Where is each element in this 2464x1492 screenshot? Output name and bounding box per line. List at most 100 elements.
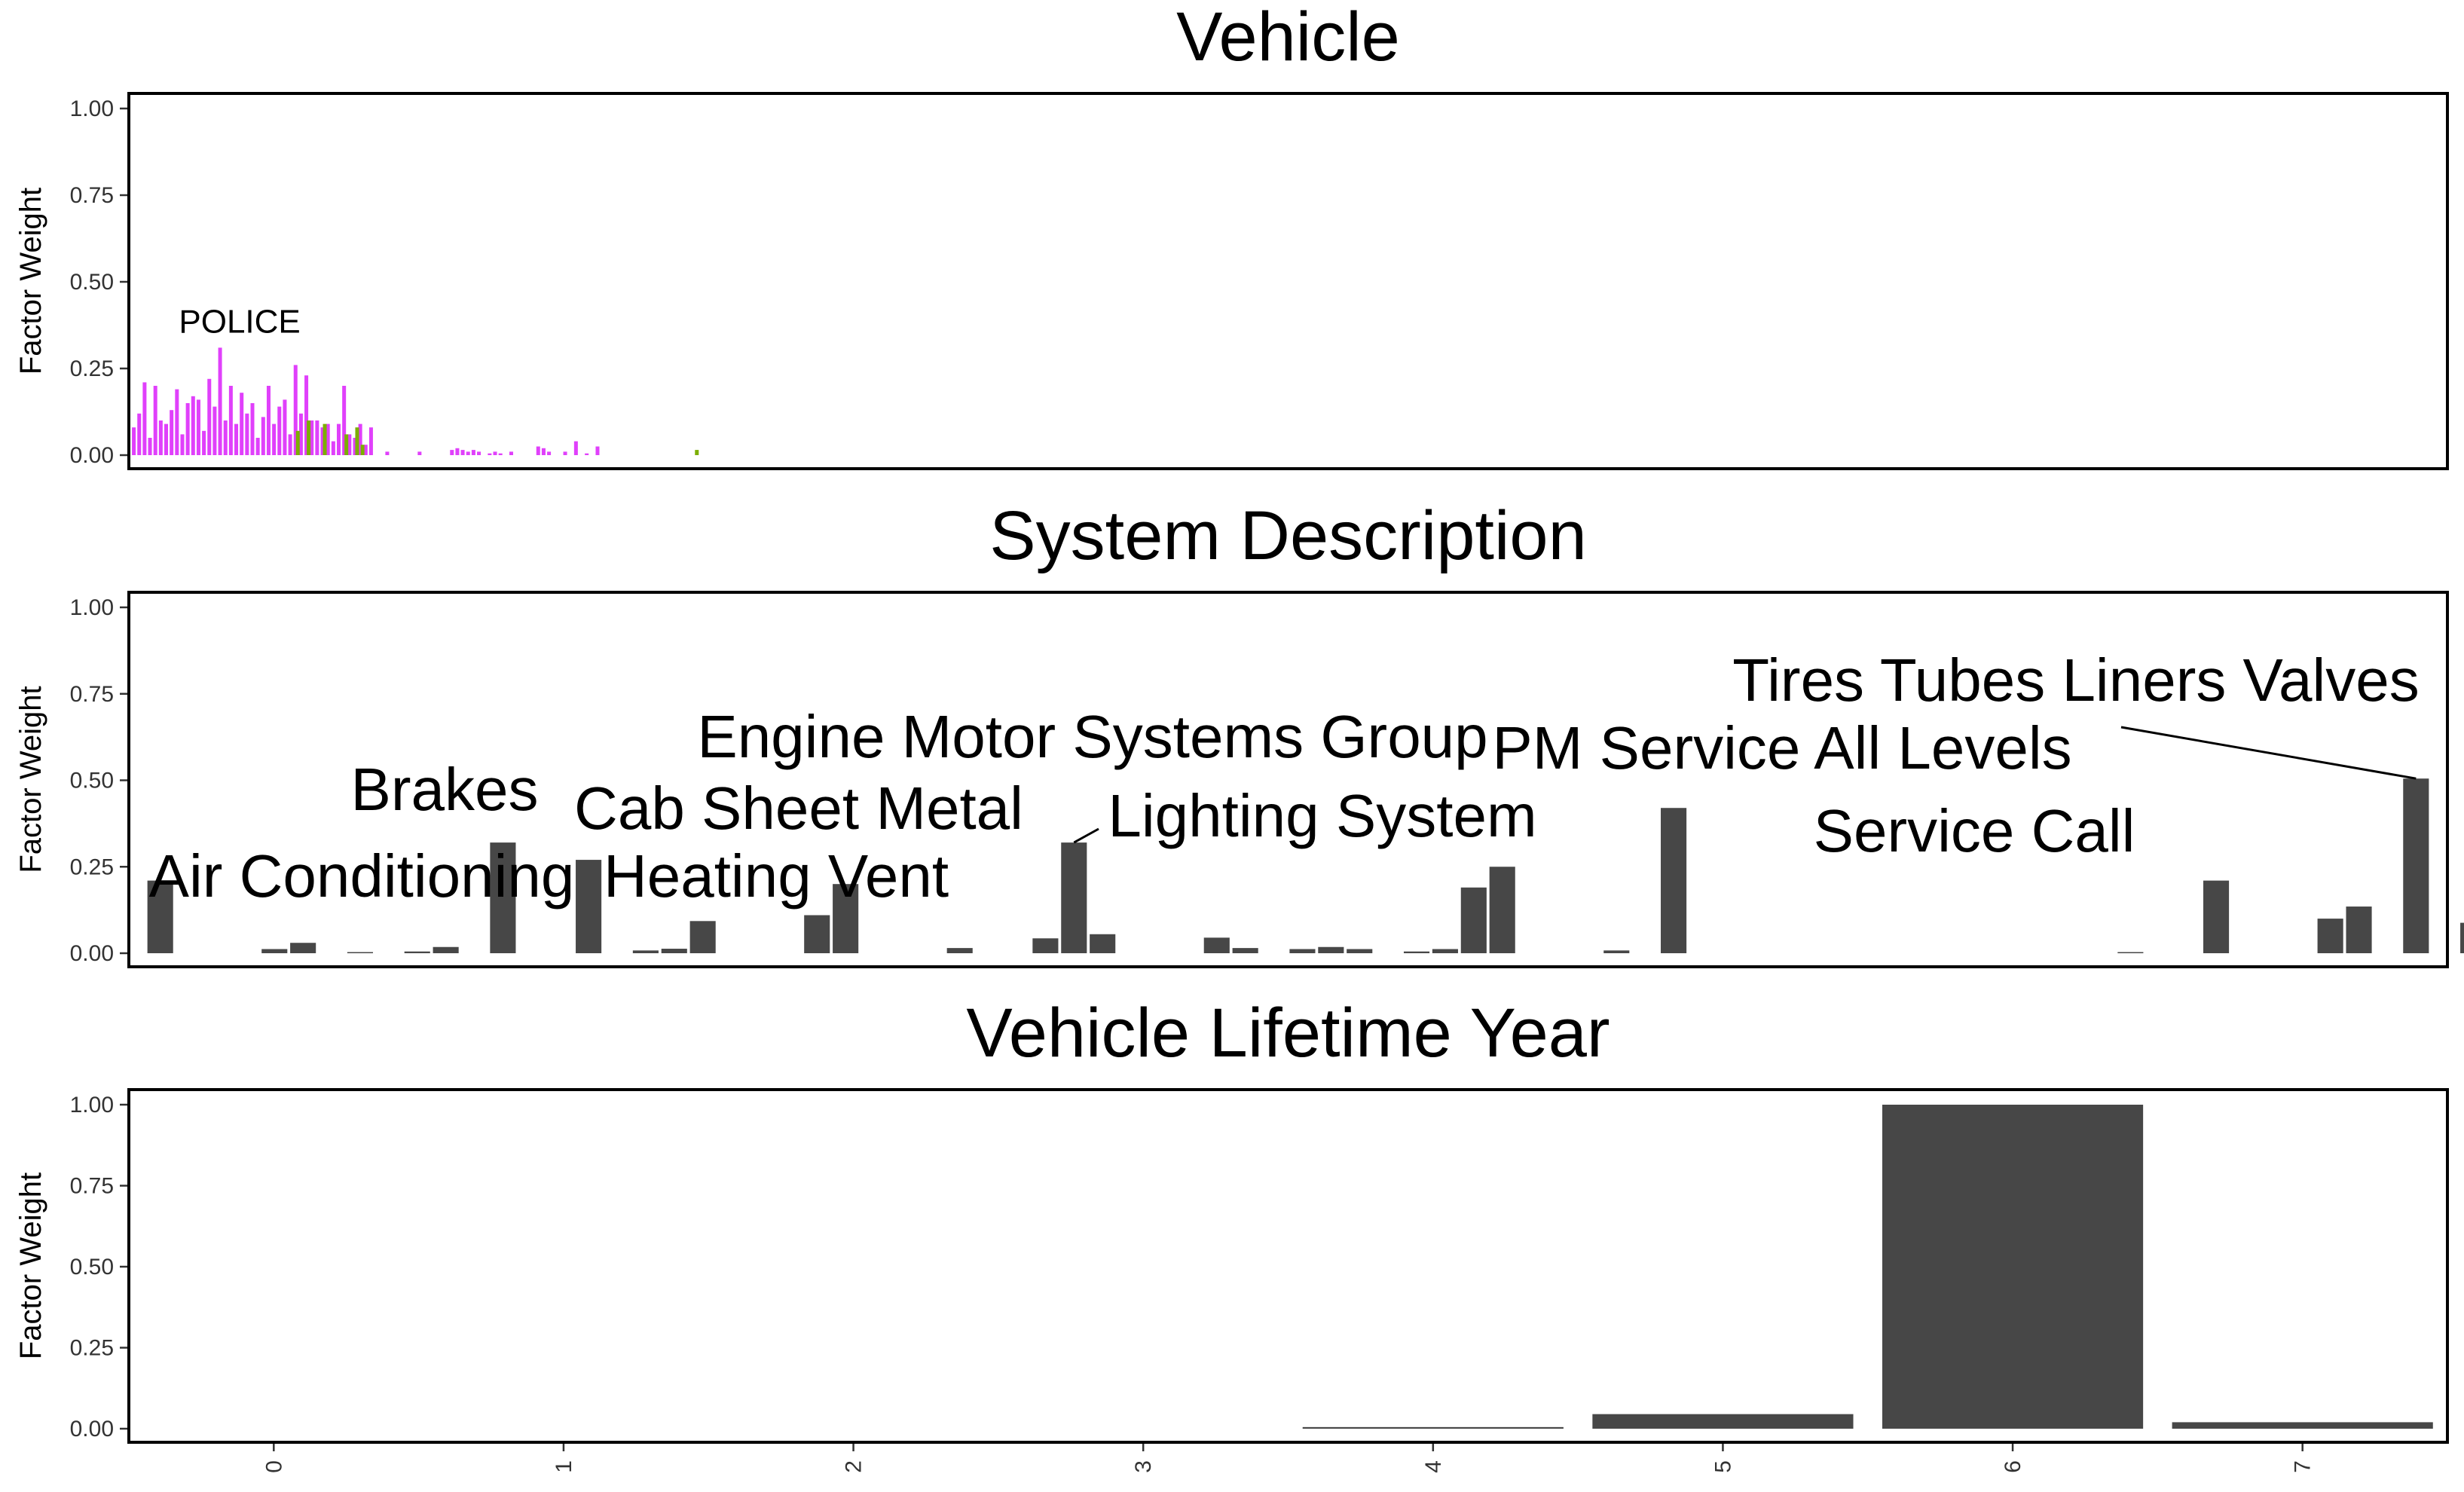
bar xyxy=(234,423,239,455)
bar xyxy=(689,921,716,953)
panel-frame xyxy=(127,591,2449,968)
bar xyxy=(363,445,368,455)
y-tick-label: 0.50 xyxy=(70,270,114,295)
bar xyxy=(2403,778,2429,953)
bar xyxy=(196,399,200,455)
bar xyxy=(147,880,173,953)
x-tick-label: 1 xyxy=(552,1460,576,1473)
x-tick-label: 0 xyxy=(261,1460,286,1473)
x-tick-label: 2 xyxy=(842,1460,867,1473)
bar xyxy=(1347,949,1373,953)
y-tick-label: 0.75 xyxy=(70,183,114,208)
y-tick-label: 0.00 xyxy=(70,1417,114,1442)
panel-title: Vehicle Lifetime Year xyxy=(966,995,1610,1072)
bar xyxy=(353,438,357,455)
bar xyxy=(1032,938,1059,953)
y-tick-label: 0.00 xyxy=(70,443,114,468)
y-tick-label: 0.25 xyxy=(70,1336,114,1361)
y-tick-label: 0.50 xyxy=(70,1255,114,1280)
bar xyxy=(255,438,260,455)
bar xyxy=(490,842,516,953)
system-description-panel: System Description Factor Weight 0.00 0.25 0… xyxy=(14,497,2464,968)
bar xyxy=(336,423,341,455)
y-tick-label: 0.00 xyxy=(70,941,114,966)
bar-secondary xyxy=(344,434,349,455)
x-tick-label: 4 xyxy=(1421,1460,1446,1473)
y-tick-label: 0.75 xyxy=(70,682,114,707)
bar xyxy=(245,413,249,455)
panel-title: Vehicle xyxy=(1176,0,1400,75)
bar xyxy=(471,450,475,455)
bar xyxy=(804,915,830,953)
bar-label: Air Conditioning xyxy=(149,842,575,910)
bar-label: Tires Tubes Liners Valves xyxy=(1732,647,2419,714)
bar xyxy=(455,448,460,455)
bar-label: Heating Vent xyxy=(604,842,949,910)
bar xyxy=(661,949,687,953)
bar xyxy=(536,446,540,455)
bar xyxy=(290,943,316,953)
bar xyxy=(358,423,362,455)
bar xyxy=(250,403,255,455)
bar xyxy=(1302,1426,1564,1429)
label-leader-line xyxy=(2120,726,2417,780)
bar xyxy=(142,382,147,455)
panel-frame xyxy=(127,92,2449,470)
bar xyxy=(228,386,233,455)
bar xyxy=(595,446,600,455)
bar xyxy=(2172,1422,2433,1429)
bar xyxy=(342,386,347,455)
bar xyxy=(1203,937,1230,953)
bar xyxy=(1661,808,1687,953)
bar xyxy=(2460,922,2464,953)
bar xyxy=(563,451,567,455)
bar xyxy=(326,423,330,455)
bar xyxy=(170,410,174,455)
y-tick-label: 0.25 xyxy=(70,356,114,381)
bar xyxy=(212,406,217,455)
bar xyxy=(315,420,319,455)
bar xyxy=(153,386,157,455)
bar xyxy=(2317,919,2343,953)
label-leader-line xyxy=(1073,827,1099,844)
bar xyxy=(261,417,265,455)
y-axis-title: Factor Weight xyxy=(14,188,47,375)
bar xyxy=(158,420,163,455)
bar xyxy=(132,427,136,455)
bar xyxy=(368,427,373,455)
bar xyxy=(1318,946,1344,953)
bar xyxy=(347,434,352,455)
bar xyxy=(509,451,513,455)
bar xyxy=(175,389,179,455)
bar xyxy=(2203,880,2230,953)
bar xyxy=(298,413,303,455)
bar-label: POLICE xyxy=(179,303,300,340)
bar xyxy=(833,884,859,953)
bar xyxy=(1061,842,1087,953)
x-tick-label: 7 xyxy=(2291,1460,2316,1473)
bar xyxy=(304,375,309,455)
bar-secondary xyxy=(307,420,311,455)
bar xyxy=(185,403,190,455)
panel-frame xyxy=(127,1088,2449,1444)
bar-secondary xyxy=(295,430,300,455)
vehicle-lifetime-year-panel: Vehicle Lifetime Year Factor Weight 0.00 0.… xyxy=(14,995,2449,1473)
bar xyxy=(460,450,465,455)
y-tick-label: 1.00 xyxy=(70,96,114,121)
bar xyxy=(2117,952,2144,953)
bar xyxy=(180,434,185,455)
bar-label: Lighting System xyxy=(1108,782,1536,849)
bar xyxy=(2346,907,2372,953)
bar xyxy=(293,365,298,455)
bar-label: Brakes xyxy=(351,756,539,823)
bar xyxy=(1460,887,1487,953)
bar xyxy=(347,952,373,953)
bar xyxy=(223,420,228,455)
bar xyxy=(488,453,492,455)
bar xyxy=(477,451,481,455)
bar-label: Engine Motor Systems Group xyxy=(697,703,1487,770)
bar xyxy=(450,450,454,455)
bar-secondary xyxy=(360,445,365,455)
bar xyxy=(573,441,578,455)
